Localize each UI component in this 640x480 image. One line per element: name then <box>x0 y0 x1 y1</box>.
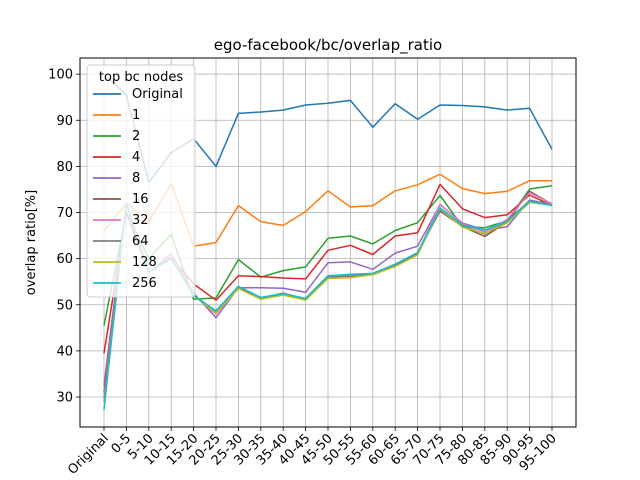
legend: top bc nodes Original 1 2 4 8 16 32 64 128 256 <box>86 64 196 298</box>
legend-entry-128: 128 <box>132 255 157 270</box>
legend-entry-64: 64 <box>132 234 149 249</box>
y-tick-label: 60 <box>56 252 73 267</box>
y-tick-label: 30 <box>56 391 73 406</box>
y-tick-label: 90 <box>56 114 73 129</box>
y-axis-label: overlap ratio[%] <box>24 190 39 295</box>
y-tick-label: 80 <box>56 160 73 175</box>
y-tick-label: 70 <box>56 206 73 221</box>
legend-entry-8: 8 <box>132 171 140 186</box>
legend-entry-1: 1 <box>132 108 140 123</box>
legend-entry-256: 256 <box>132 276 157 291</box>
legend-entry-32: 32 <box>132 213 149 228</box>
legend-box <box>86 64 196 298</box>
y-tick-label: 50 <box>56 298 73 313</box>
y-tick-label: 40 <box>56 344 73 359</box>
legend-entry-2: 2 <box>132 129 140 144</box>
legend-entry-4: 4 <box>132 150 140 165</box>
y-tick-label: 100 <box>48 68 73 83</box>
legend-title: top bc nodes <box>99 70 183 85</box>
chart-title: ego-facebook/bc/overlap_ratio <box>214 36 442 55</box>
legend-entry-16: 16 <box>132 192 149 207</box>
legend-entry-Original: Original <box>132 87 183 102</box>
